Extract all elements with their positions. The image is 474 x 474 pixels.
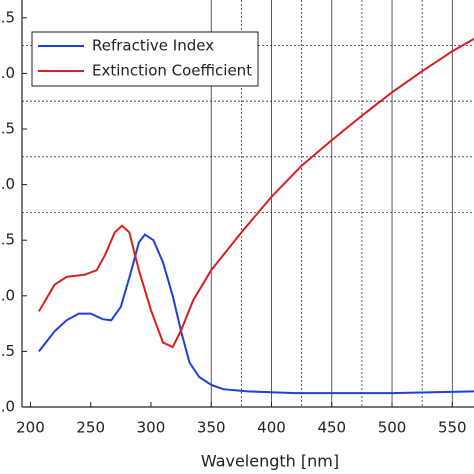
y-tick-label: .5	[1, 231, 15, 249]
line	[38, 233, 474, 395]
x-tick-label: 200	[16, 419, 45, 437]
x-tick-label: 300	[137, 419, 166, 437]
y-tick-label: .5	[1, 119, 15, 137]
y-tick-label: .0	[1, 175, 15, 193]
x-tick-label: 550	[438, 419, 467, 437]
x-axis-label: Wavelength [nm]	[201, 452, 339, 471]
y-tick-label: .5	[1, 342, 15, 360]
y-tick-label: .0	[1, 398, 15, 416]
x-tick-label: 500	[378, 419, 407, 437]
line	[38, 38, 474, 349]
legend-label: Extinction Coefficient	[92, 62, 252, 80]
x-tick-label: 250	[76, 419, 105, 437]
x-tick-label: 350	[197, 419, 226, 437]
legend-label: Refractive Index	[92, 37, 214, 55]
x-tick-label: 400	[257, 419, 286, 437]
y-tick-label: .5	[1, 8, 15, 26]
legend-box	[31, 31, 259, 87]
y-tick-label: .0	[1, 64, 15, 82]
x-tick-label: 450	[317, 419, 346, 437]
y-tick-label: .0	[1, 286, 15, 304]
